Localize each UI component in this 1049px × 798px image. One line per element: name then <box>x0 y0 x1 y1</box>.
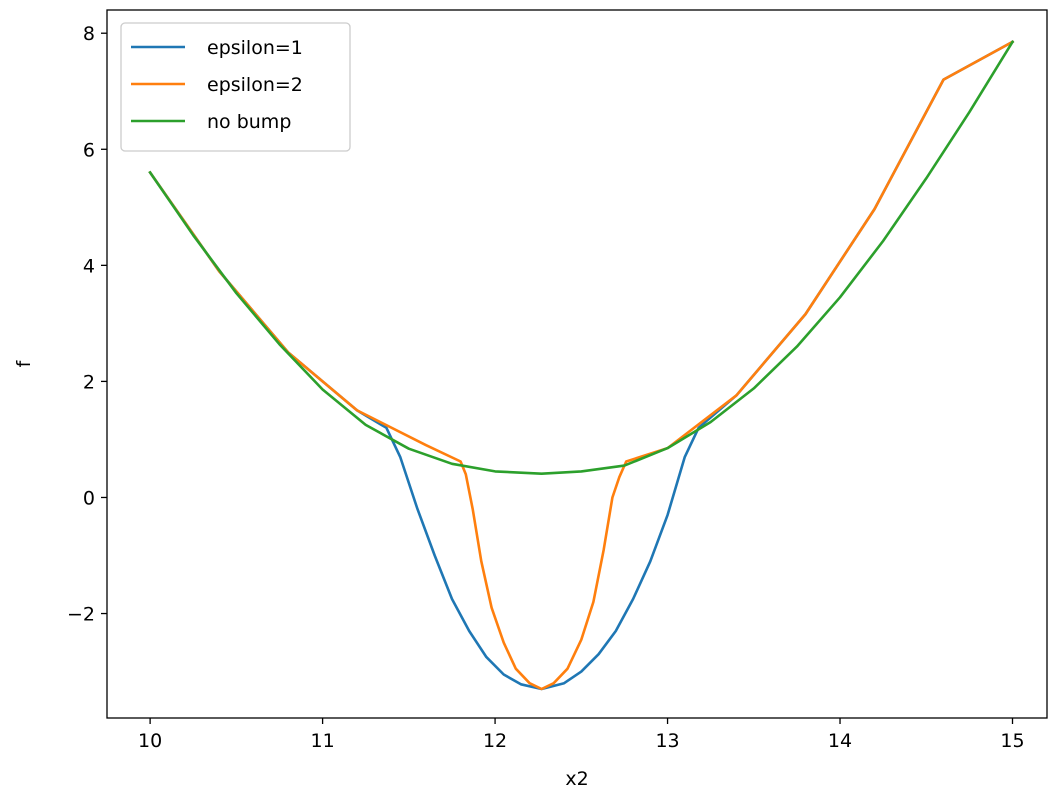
series-line-0 <box>148 40 1015 691</box>
legend-box <box>120 22 351 152</box>
y-tick-label-2: 2 <box>83 371 95 393</box>
x-tick-label-2: 12 <box>483 730 507 752</box>
legend-label-1: epsilon=2 <box>207 74 303 96</box>
x-tick-label-4: 14 <box>828 730 852 752</box>
y-axis-ticks: −2 0 2 4 6 8 <box>67 23 107 626</box>
series-layer <box>148 40 1015 691</box>
legend-label-0: epsilon=1 <box>207 37 303 59</box>
y-tick-label-0: −2 <box>67 604 95 626</box>
y-tick-label-1: 0 <box>83 487 95 509</box>
y-tick-label-5: 8 <box>83 23 95 45</box>
series-line-2 <box>148 40 1015 476</box>
x-tick-label-3: 13 <box>655 730 679 752</box>
series-line-1 <box>148 40 1015 691</box>
legend-label-2: no bump <box>207 111 291 133</box>
x-tick-label-1: 11 <box>311 730 335 752</box>
x-tick-label-0: 10 <box>138 730 162 752</box>
x-axis-ticks: 10 11 12 13 14 15 <box>138 718 1025 752</box>
y-tick-label-3: 4 <box>83 255 95 277</box>
x-tick-label-5: 15 <box>1000 730 1024 752</box>
plot-frame <box>106 9 1048 719</box>
legend: epsilon=1 epsilon=2 no bump <box>120 22 351 152</box>
y-tick-label-4: 6 <box>83 139 95 161</box>
legend-items: epsilon=1 epsilon=2 no bump <box>131 37 303 133</box>
y-axis-label: f <box>13 359 35 367</box>
x-axis-label: x2 <box>565 768 588 790</box>
